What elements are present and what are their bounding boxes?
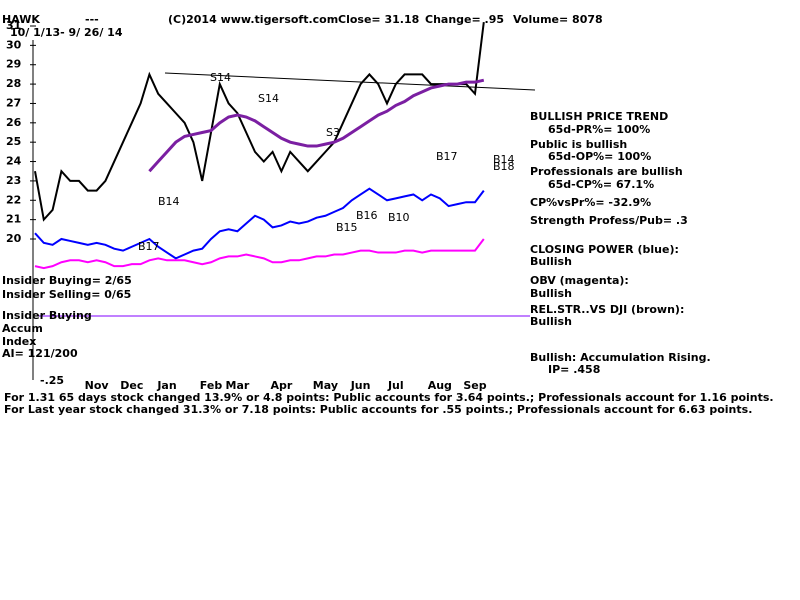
series-line [34, 22, 485, 222]
signal-label: B10 [388, 211, 410, 224]
y-tick-label: 23 [6, 174, 21, 187]
signal-label: S14 [258, 92, 279, 105]
x-tick-label: Feb [200, 379, 223, 392]
signal-label: S3 [326, 126, 340, 139]
y-tick-label: 30 [6, 38, 22, 51]
left-note: Accum [2, 322, 43, 335]
x-tick-label: Nov [85, 379, 110, 392]
x-tick-label: Sep [463, 379, 486, 392]
resistance-line [164, 72, 536, 91]
header-text: HAWK [2, 13, 40, 26]
right-panel-text: Professionals are bullish [530, 165, 683, 178]
subtitle: 10/ 1/13- 9/ 26/ 14 [10, 26, 123, 39]
header-text: --- [85, 13, 99, 26]
y-tick-label: 31 [6, 19, 21, 32]
signal-label: B16 [356, 209, 378, 222]
right-panel-text: 65d-PR%= 100% [548, 123, 650, 136]
right-panel-text: BULLISH PRICE TREND [530, 110, 668, 123]
signal-label: B18 [493, 160, 515, 173]
y-tick-label: 28 [6, 77, 21, 90]
right-panel-text: OBV (magenta): [530, 274, 629, 287]
right-panel-text: REL.STR..VS DJI (brown): [530, 303, 684, 316]
header-text: Volume= 8078 [513, 13, 603, 26]
x-tick-label: Jun [350, 379, 371, 392]
y-tick-label: 20 [6, 232, 22, 245]
signal-label: S14 [210, 71, 231, 84]
y-tick-label: 21 [6, 213, 21, 226]
header-text: Close= 31.18 [338, 13, 419, 26]
signal-label: B17 [138, 240, 160, 253]
header-text: (C)2014 www.tigersoft.com [168, 13, 338, 26]
x-tick-label: Dec [120, 379, 143, 392]
right-panel-text: Strength Profess/Pub= .3 [530, 214, 688, 227]
x-tick-label: May [313, 379, 338, 392]
y-tick-label: 26 [6, 116, 22, 129]
y-tick-label: 25 [6, 135, 21, 148]
y-tick-label: 22 [6, 193, 21, 206]
signal-label: B17 [436, 150, 458, 163]
left-note: Insider Selling= 0/65 [2, 288, 131, 301]
header-text: Change= .95 [425, 13, 504, 26]
left-note: Insider Buying [2, 309, 92, 322]
series-line [34, 238, 485, 270]
footer-text: For 1.31 65 days stock changed 13.9% or … [4, 391, 774, 404]
signal-label: B15 [336, 221, 358, 234]
right-panel-text: 65d-OP%= 100% [548, 150, 651, 163]
right-panel-text: CLOSING POWER (blue): [530, 243, 679, 256]
left-note: -.25 [40, 374, 64, 387]
right-panel-text: Bullish: Accumulation Rising. [530, 351, 711, 364]
right-panel-text: Bullish [530, 287, 572, 300]
right-panel-text: 65d-CP%= 67.1% [548, 178, 654, 191]
x-tick-label: Jul [387, 379, 404, 392]
y-tick-label: 24 [6, 155, 22, 168]
signal-label: B14 [158, 195, 180, 208]
series-line [148, 78, 485, 173]
right-panel-text: Public is bullish [530, 138, 627, 151]
right-panel-text: CP%vsPr%= -32.9% [530, 196, 651, 209]
left-note: Index [2, 335, 36, 348]
footer-text: For Last year stock changed 31.3% or 7.1… [4, 403, 752, 416]
x-tick-label: Jan [156, 379, 176, 392]
right-panel-text: IP= .458 [548, 363, 600, 376]
series-line [34, 187, 485, 260]
left-note: Insider Buying= 2/65 [2, 274, 132, 287]
y-tick-label: 29 [6, 58, 21, 71]
right-panel-text: Bullish [530, 255, 572, 268]
right-panel-text: Bullish [530, 315, 572, 328]
left-note: AI= 121/200 [2, 347, 78, 360]
x-tick-label: Mar [226, 379, 250, 392]
signal-label: B14 [493, 153, 515, 166]
x-tick-label: Apr [270, 379, 292, 392]
x-tick-label: Aug [428, 379, 452, 392]
y-tick-label: 27 [6, 96, 21, 109]
